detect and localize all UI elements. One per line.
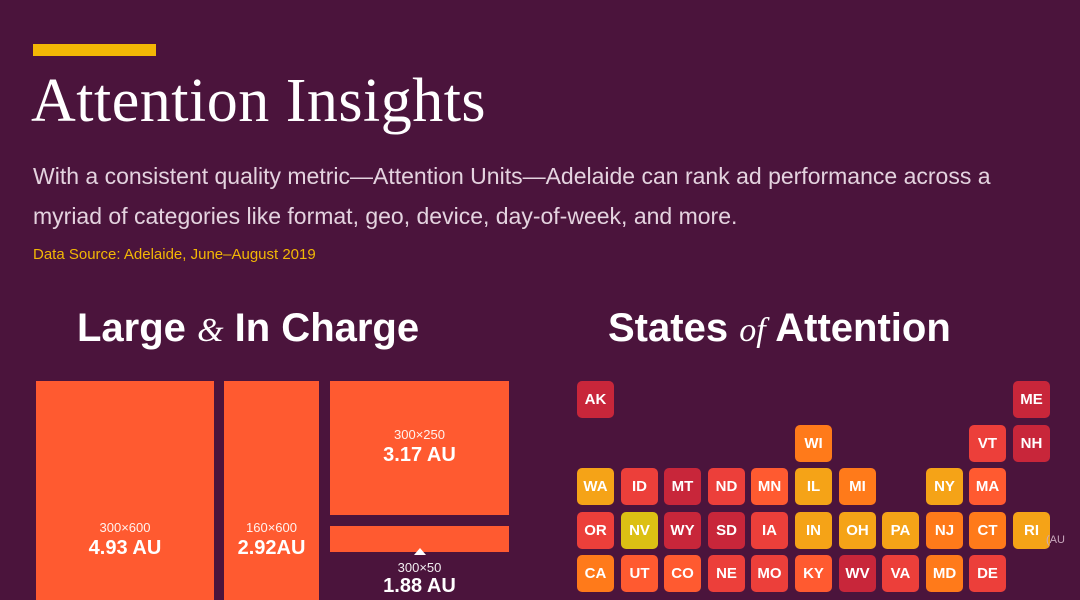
legend-fragment: (AU <box>1046 534 1065 546</box>
state-tile-mo: MO <box>751 555 788 592</box>
ad-block-300x600: 300×600 4.93 AU <box>36 381 214 600</box>
pointer-up-icon <box>413 548 426 555</box>
ad-block-300x250: 300×250 3.17 AU <box>330 381 509 515</box>
state-tile-ak: AK <box>577 381 614 418</box>
state-tile-nv: NV <box>621 512 658 549</box>
ad-size-label: 300×50 <box>397 560 442 575</box>
state-tile-il: IL <box>795 468 832 505</box>
state-tile-in: IN <box>795 512 832 549</box>
state-tile-va: VA <box>882 555 919 592</box>
state-tile-ma: MA <box>969 468 1006 505</box>
state-tile-ct: CT <box>969 512 1006 549</box>
state-tile-sd: SD <box>708 512 745 549</box>
state-tile-me: ME <box>1013 381 1050 418</box>
state-tile-mi: MI <box>839 468 876 505</box>
state-tile-vt: VT <box>969 425 1006 462</box>
state-tile-ca: CA <box>577 555 614 592</box>
state-tile-wy: WY <box>664 512 701 549</box>
state-tile-pa: PA <box>882 512 919 549</box>
state-tile-nj: NJ <box>926 512 963 549</box>
left-title-part-a: Large <box>77 306 186 350</box>
page-subtitle: With a consistent quality metric—Attenti… <box>33 163 991 229</box>
state-tile-nh: NH <box>1013 425 1050 462</box>
states-section-title: States of Attention <box>608 306 951 351</box>
state-tile-or: OR <box>577 512 614 549</box>
page-title: Attention Insights <box>31 67 487 135</box>
accent-bar <box>33 44 156 56</box>
ad-label-300x50: 300×50 1.88 AU <box>330 548 509 598</box>
state-tile-ne: NE <box>708 555 745 592</box>
state-tile-ri: RI <box>1013 512 1050 549</box>
ad-size-label: 300×250 <box>394 427 445 442</box>
state-tile-ia: IA <box>751 512 788 549</box>
state-tile-ny: NY <box>926 468 963 505</box>
left-title-connector: & <box>197 312 224 349</box>
right-title-part-a: States <box>608 306 729 350</box>
state-tile-nd: ND <box>708 468 745 505</box>
state-tile-md: MD <box>926 555 963 592</box>
state-tile-mt: MT <box>664 468 701 505</box>
left-title-part-b: In Charge <box>234 306 420 350</box>
ad-size-label: 160×600 <box>246 520 297 535</box>
ad-size-section-title: Large & In Charge <box>77 306 419 351</box>
right-title-part-b: Attention <box>775 306 951 350</box>
state-tile-oh: OH <box>839 512 876 549</box>
state-tile-wv: WV <box>839 555 876 592</box>
ad-value-label: 3.17 AU <box>383 444 456 466</box>
ad-value-label: 2.92AU <box>237 537 306 559</box>
state-tile-mn: MN <box>751 468 788 505</box>
state-tile-co: CO <box>664 555 701 592</box>
state-tile-wi: WI <box>795 425 832 462</box>
state-tile-id: ID <box>621 468 658 505</box>
state-tile-ut: UT <box>621 555 658 592</box>
right-title-connector: of <box>739 312 766 349</box>
state-tile-de: DE <box>969 555 1006 592</box>
ad-block-300x50 <box>330 526 509 552</box>
ad-block-160x600: 160×600 2.92AU <box>224 381 319 600</box>
ad-value-label: 1.88 AU <box>383 575 456 597</box>
ad-value-label: 4.93 AU <box>88 537 162 559</box>
data-source: Data Source: Adelaide, June–August 2019 <box>33 246 316 263</box>
ad-size-label: 300×600 <box>99 520 151 535</box>
state-tile-ky: KY <box>795 555 832 592</box>
state-tile-wa: WA <box>577 468 614 505</box>
